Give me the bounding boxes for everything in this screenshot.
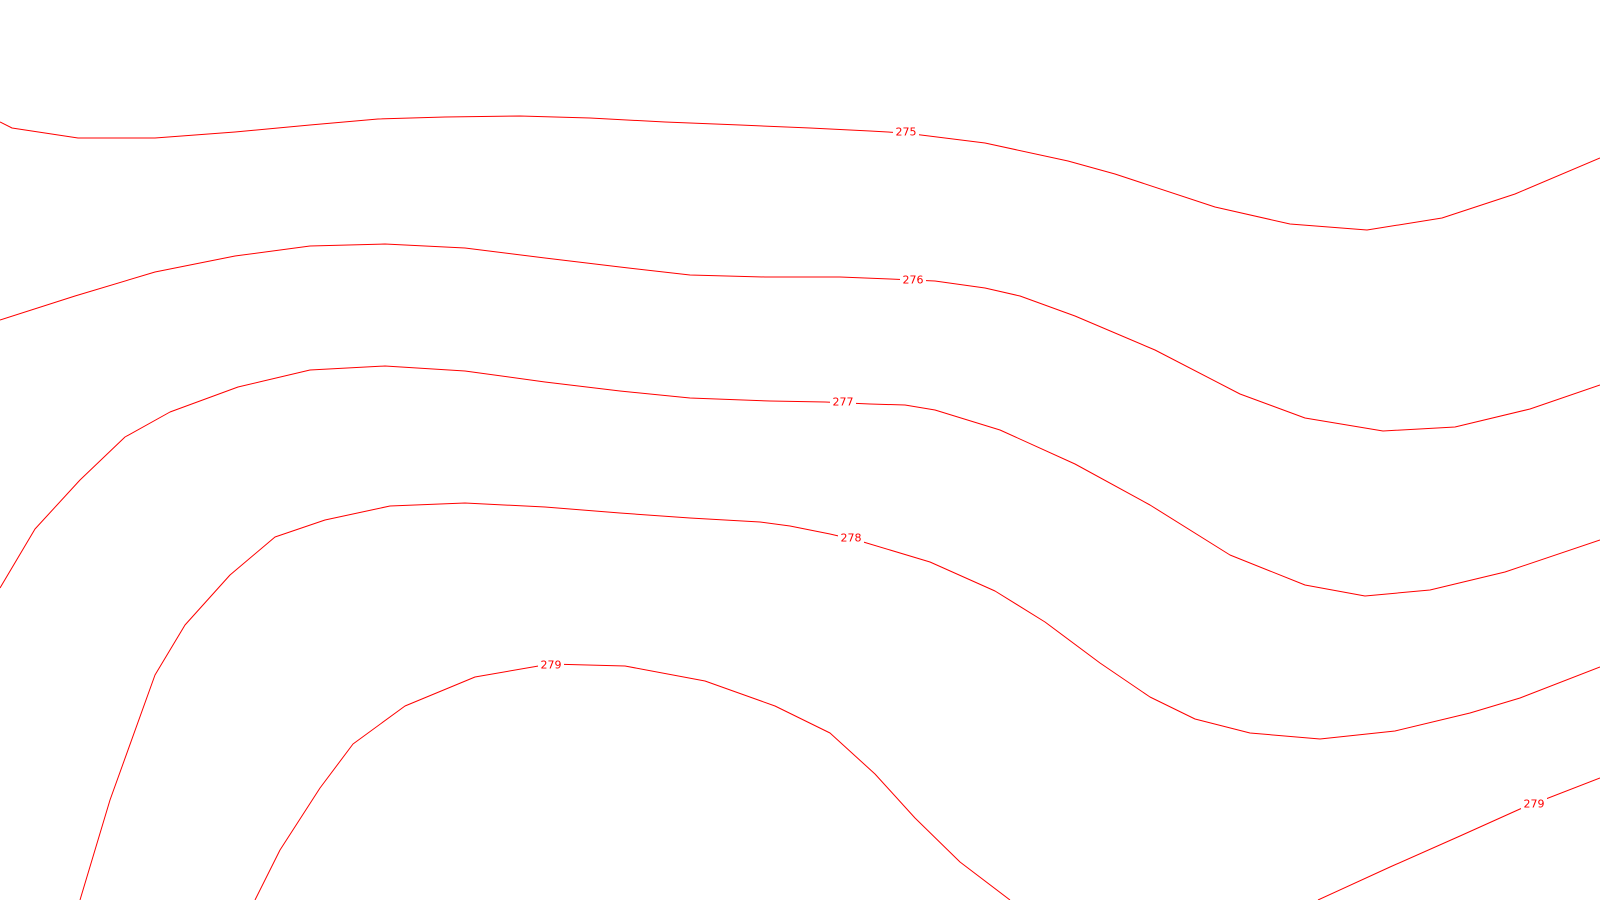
contour-label-background-279-left xyxy=(538,658,564,672)
contour-line-279-left xyxy=(254,663,1011,900)
contour-line-275 xyxy=(0,115,1600,231)
contour-line-276 xyxy=(0,243,1600,432)
contour-line-277 xyxy=(0,365,1600,597)
contour-label-279-right: 279 xyxy=(1524,798,1545,811)
contour-label-276: 276 xyxy=(903,274,924,287)
contour-label-background-278 xyxy=(838,531,864,545)
contour-label-background-277 xyxy=(830,395,856,409)
contour-line-279-right xyxy=(1317,777,1600,900)
contour-lines-layer xyxy=(0,115,1600,900)
contour-label-277: 277 xyxy=(833,396,854,409)
contour-label-279-left: 279 xyxy=(541,659,562,672)
contour-label-275: 275 xyxy=(896,126,917,139)
contour-labels-layer: 275 276 277 278 279 279 xyxy=(538,125,1547,811)
contour-label-background-276 xyxy=(900,273,926,287)
contour-label-background-279-right xyxy=(1521,797,1547,811)
contour-label-278: 278 xyxy=(841,532,862,545)
contour-line-278 xyxy=(79,502,1600,900)
contour-label-background-275 xyxy=(893,125,919,139)
